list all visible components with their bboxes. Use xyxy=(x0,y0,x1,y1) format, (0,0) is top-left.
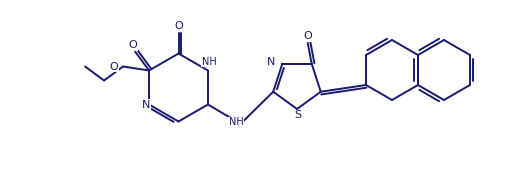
Text: NH: NH xyxy=(202,57,217,67)
Text: NH: NH xyxy=(229,117,243,127)
Text: O: O xyxy=(129,40,138,50)
Text: N: N xyxy=(142,100,151,110)
Text: S: S xyxy=(295,110,301,121)
Text: O: O xyxy=(109,62,118,72)
Text: N: N xyxy=(267,57,275,67)
Text: O: O xyxy=(174,21,183,31)
Text: O: O xyxy=(304,31,312,41)
